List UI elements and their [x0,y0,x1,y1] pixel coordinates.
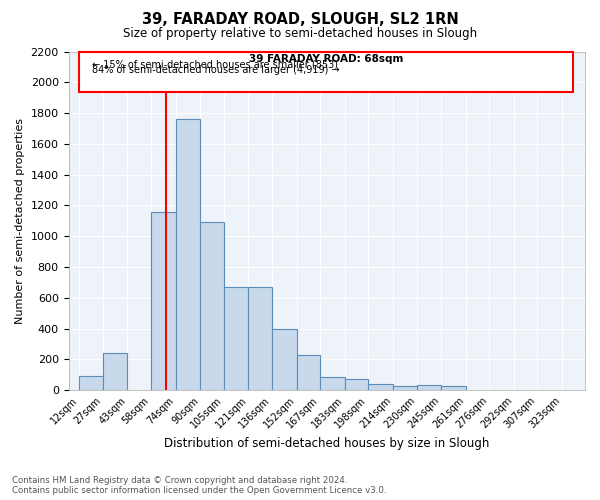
Bar [151,212,176,390]
Bar [344,378,368,390]
Text: ← 15% of semi-detached houses are smaller (853): ← 15% of semi-detached houses are smalle… [92,59,338,69]
Bar [224,287,248,391]
Bar [200,222,224,390]
Text: 84% of semi-detached houses are larger (4,919) →: 84% of semi-detached houses are larger (… [92,64,340,74]
Bar [103,354,127,391]
Bar [176,120,200,390]
Text: 39, FARADAY ROAD, SLOUGH, SL2 1RN: 39, FARADAY ROAD, SLOUGH, SL2 1RN [142,12,458,28]
Bar [418,385,441,390]
Y-axis label: Number of semi-detached properties: Number of semi-detached properties [15,118,25,324]
Text: 39 FARADAY ROAD: 68sqm: 39 FARADAY ROAD: 68sqm [249,54,403,64]
Bar [272,328,296,390]
Text: Size of property relative to semi-detached houses in Slough: Size of property relative to semi-detach… [123,28,477,40]
Bar [79,376,103,390]
Bar [392,386,418,390]
Text: Contains HM Land Registry data © Crown copyright and database right 2024.
Contai: Contains HM Land Registry data © Crown c… [12,476,386,495]
Bar [441,386,466,390]
FancyBboxPatch shape [79,52,572,92]
Bar [320,377,344,390]
Bar [248,287,272,391]
Bar [296,355,320,390]
X-axis label: Distribution of semi-detached houses by size in Slough: Distribution of semi-detached houses by … [164,437,490,450]
Bar [368,384,392,390]
